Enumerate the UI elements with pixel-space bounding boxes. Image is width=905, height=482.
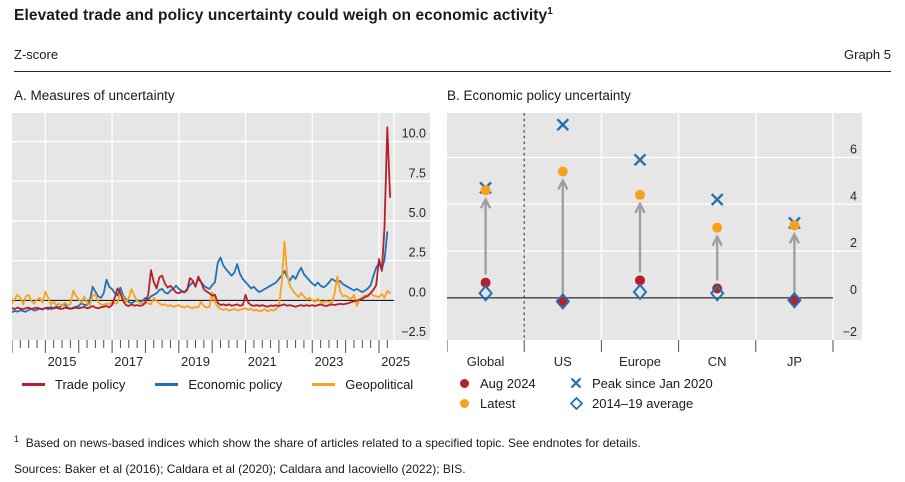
y-axis-label: −2.5 <box>401 325 426 339</box>
y-axis-label: 2.5 <box>409 246 426 260</box>
marker-latest-jp <box>789 220 800 231</box>
graph-number: Graph 5 <box>844 47 891 62</box>
marker-average-global <box>478 284 493 302</box>
marker-aug-2024-cn <box>712 283 723 294</box>
legend-label: Economic policy <box>188 377 283 392</box>
legend-label: Peak since Jan 2020 <box>592 375 713 391</box>
y-axis-label: 0 <box>850 283 857 297</box>
geopolitical-line-swatch <box>312 383 336 386</box>
panel-a-title: A. Measures of uncertainty <box>14 88 175 103</box>
legend-label: 2014–19 average <box>592 395 694 411</box>
marker-aug-2024-jp <box>789 295 800 306</box>
legend-panel-a: Trade policy Economic policy Geopolitica… <box>22 377 413 392</box>
marker-average-europe <box>632 283 648 301</box>
plot-background <box>447 113 862 340</box>
y-axis-label: −2 <box>843 325 857 339</box>
legend-label: Latest <box>480 395 516 411</box>
x-axis-label: 2025 <box>381 354 410 369</box>
footnote-marker: 1 <box>14 434 20 444</box>
panel-b-chart: Global US Europe CN JP −2 0 2 4 6 <box>447 113 862 369</box>
x-axis-label: 2019 <box>181 354 210 369</box>
marker-aug-2024-global <box>480 277 491 288</box>
panel-b-title: B. Economic policy uncertainty <box>447 88 631 103</box>
arrow-head-jp <box>788 231 801 244</box>
sources-line: Sources: Baker et al (2016); Caldara et … <box>14 462 466 476</box>
y-axis-label: 6 <box>850 142 857 156</box>
page-title: Elevated trade and policy uncertainty co… <box>14 6 553 25</box>
marker-latest-us <box>557 166 568 177</box>
y-axis-label: 7.5 <box>409 166 426 180</box>
x-axis-label: 2021 <box>248 354 277 369</box>
category-label-jp: JP <box>787 354 802 369</box>
trade-policy-line-swatch <box>22 383 45 386</box>
legend-label: Aug 2024 <box>480 375 536 391</box>
category-label-cn: CN <box>708 354 727 369</box>
marker-average-us <box>555 292 571 310</box>
legend-item-trade-policy: Trade policy <box>22 377 125 392</box>
arrow-head-cn <box>711 234 723 247</box>
arrow-head-global <box>479 196 492 209</box>
header-rule <box>14 71 891 72</box>
x-axis-label: 2017 <box>114 354 143 369</box>
legend-panel-b: Aug 2024 Peak since Jan 2020 Latest 2014… <box>457 373 713 413</box>
marker-latest-cn <box>712 222 723 233</box>
series-line-trade-policy <box>12 126 391 310</box>
y-axis-label: 2 <box>850 236 857 250</box>
panel-a-chart: 2015 2017 2019 2021 2023 2025 −2.5 0.0 2.5 5.0 7.5… <box>12 113 430 369</box>
marker-average-cn <box>709 284 725 302</box>
x-axis-label: 2023 <box>314 354 343 369</box>
marker-peak-us <box>556 118 570 132</box>
economic-policy-line-swatch <box>155 383 179 386</box>
legend-label: Trade policy <box>55 377 126 392</box>
y-axis-label: 0.0 <box>409 285 426 299</box>
plot-background <box>12 113 430 340</box>
x-axis-label: 2015 <box>48 354 77 369</box>
footnote: 1 Based on news-based indices which show… <box>14 434 641 450</box>
arrow-head-us <box>557 177 569 191</box>
legend-item-economic-policy: Economic policy <box>155 377 282 392</box>
legend-item-aug-2024: Aug 2024 <box>457 376 569 391</box>
footnote-text: Based on news-based indices which show t… <box>25 436 641 450</box>
legend-item-average: 2014–19 average <box>569 396 713 411</box>
title-text: Elevated trade and policy uncertainty co… <box>14 7 548 25</box>
unit-label: Z-score <box>14 47 59 62</box>
category-label-us: US <box>554 354 572 369</box>
marker-peak-europe <box>633 153 647 167</box>
y-axis-label: 4 <box>850 189 857 203</box>
legend-item-geopolitical: Geopolitical <box>312 377 413 392</box>
legend-label: Geopolitical <box>345 377 414 392</box>
category-label-europe: Europe <box>619 354 661 369</box>
marker-aug-2024-us <box>557 296 568 307</box>
category-label-global: Global <box>467 354 505 369</box>
marker-peak-cn <box>710 193 724 206</box>
marker-aug-2024-europe <box>635 275 645 286</box>
arrow-head-europe <box>634 201 646 214</box>
legend-item-latest: Latest <box>457 396 569 411</box>
marker-latest-global <box>480 185 491 196</box>
series-line-geopolitical <box>12 240 391 313</box>
marker-latest-europe <box>635 189 645 200</box>
aug-2024-dot-icon <box>457 378 471 388</box>
marker-average-jp <box>787 291 802 309</box>
legend-item-peak: Peak since Jan 2020 <box>569 376 713 391</box>
title-footnote-marker: 1 <box>547 6 553 17</box>
latest-dot-icon <box>457 398 471 408</box>
y-axis-label: 5.0 <box>409 206 426 220</box>
y-axis-label: 10.0 <box>402 127 426 141</box>
